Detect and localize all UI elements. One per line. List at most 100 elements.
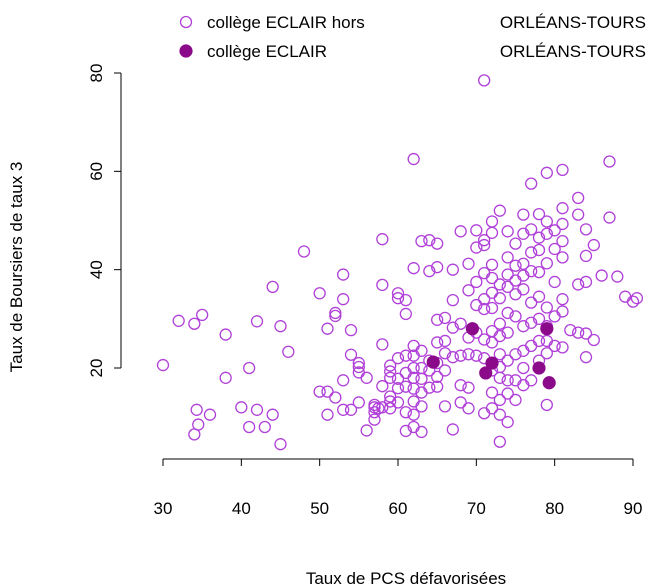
data-point-eclair-hors [556,251,569,264]
data-point-eclair-hors [485,215,499,228]
data-point-eclair-hors [313,287,326,300]
data-point-eclair-hors [454,396,467,409]
data-point-eclair-hors [407,262,420,275]
data-point-eclair-hors [548,339,561,353]
data-point-eclair-hors [376,401,389,414]
data-point-eclair-hors [517,379,530,392]
data-point-eclair-hors [462,381,475,394]
data-point-eclair-hors [525,374,538,387]
data-point-eclair-hors [431,380,444,393]
data-point-eclair-hors [391,382,405,395]
data-point-eclair-hors [579,275,593,289]
data-point-eclair-hors [407,408,420,421]
data-point-eclair-hors [196,308,209,322]
data-point-eclair-hors [337,374,350,387]
data-point-eclair-hors [376,338,389,351]
data-point-eclair-orleans-tours [542,376,556,390]
data-point-eclair-hors [493,348,506,361]
data-point-eclair-hors [415,344,428,357]
data-point-eclair-hors [446,321,459,334]
data-point-eclair-hors [384,390,397,403]
data-point-eclair-hors [579,249,593,263]
data-point-eclair-hors [525,339,538,353]
data-point-eclair-hors [501,280,514,294]
data-point-eclair-hors [493,204,506,217]
data-point-eclair-hors [579,223,593,236]
data-point-eclair-hors [478,407,491,420]
data-point-eclair-hors [501,326,514,339]
data-point-eclair-hors [478,238,491,252]
data-point-eclair-hors [603,211,616,224]
data-point-eclair-hors [391,396,405,409]
data-point-eclair-hors [501,225,514,238]
data-point-eclair-hors [258,420,271,434]
data-point-eclair-hors [493,317,506,330]
data-point-eclair-hors [626,295,640,308]
data-point-eclair-hors [579,351,593,364]
data-point-eclair-hors [556,202,569,215]
data-point-eclair-hors [376,233,389,246]
data-point-eclair-hors [250,403,264,416]
data-point-eclair-hors [485,336,499,349]
data-point-eclair-hors [540,347,553,360]
data-point-eclair-hors [462,257,475,270]
data-point-eclair-hors [493,435,506,448]
data-point-eclair-hors [423,234,436,247]
data-point-eclair-hors [540,257,553,270]
y-tick-label: 40 [87,260,106,279]
data-point-eclair-hors [525,316,538,329]
data-point-eclair-hors [190,403,203,416]
data-point-eclair-hors [376,380,389,393]
data-point-eclair-hors [509,237,522,250]
legend-label-region: ORLÉANS-TOURS [500,42,646,61]
x-tick-label: 80 [545,499,564,518]
data-point-eclair-hors [478,74,491,87]
data-point-eclair-hors [462,348,475,361]
data-point-eclair-orleans-tours [465,322,480,336]
data-point-eclair-hors [548,224,561,237]
data-point-eclair-hors [274,438,287,451]
data-point-eclair-hors [525,246,538,259]
data-point-eclair-hors [250,315,264,328]
data-point-eclair-hors [321,322,334,335]
data-point-eclair-hors [337,268,350,281]
data-point-eclair-hors [376,278,389,292]
data-point-eclair-hors [501,415,514,429]
data-point-eclair-hors [478,293,491,306]
data-point-eclair-hors [384,365,397,378]
data-point-eclair-hors [532,290,546,303]
data-point-eclair-hors [619,290,632,303]
data-point-eclair-hors [572,326,585,339]
data-point-eclair-hors [384,395,397,408]
data-point-eclair-hors [485,271,499,285]
data-point-eclair-hors [485,258,499,271]
data-point-eclair-hors [587,238,600,252]
data-point-eclair-hors [431,313,444,326]
data-point-eclair-hors [313,385,326,398]
data-point-eclair-hors [470,349,483,362]
data-point-eclair-hors [548,242,561,256]
data-point-eclair-hors [556,341,569,354]
x-axis-label: Taux de PCS défavorisées [306,569,506,585]
data-point-eclair-hors [321,385,334,398]
data-point-eclair-hors [501,387,514,400]
data-point-eclair-hors [337,403,350,416]
data-point-eclair-hors [525,296,538,309]
data-point-eclair-hors [572,208,585,221]
data-point-eclair-hors [509,348,522,361]
data-point-eclair-hors [493,393,506,407]
data-point-eclair-hors [391,352,405,365]
data-point-eclair-hors [407,361,420,375]
legend-marker-filled [179,44,193,58]
data-point-eclair-hors [399,307,412,321]
data-point-eclair-hors [188,317,201,330]
data-point-eclair-hors [384,359,397,372]
data-point-eclair-hors [266,408,279,421]
data-point-eclair-hors [501,374,514,387]
data-point-eclair-hors [509,288,522,301]
legend-label: collège ECLAIR [207,42,327,61]
data-point-eclair-hors [485,226,499,239]
data-point-eclair-hors [368,413,381,426]
data-point-eclair-hors [360,371,373,384]
